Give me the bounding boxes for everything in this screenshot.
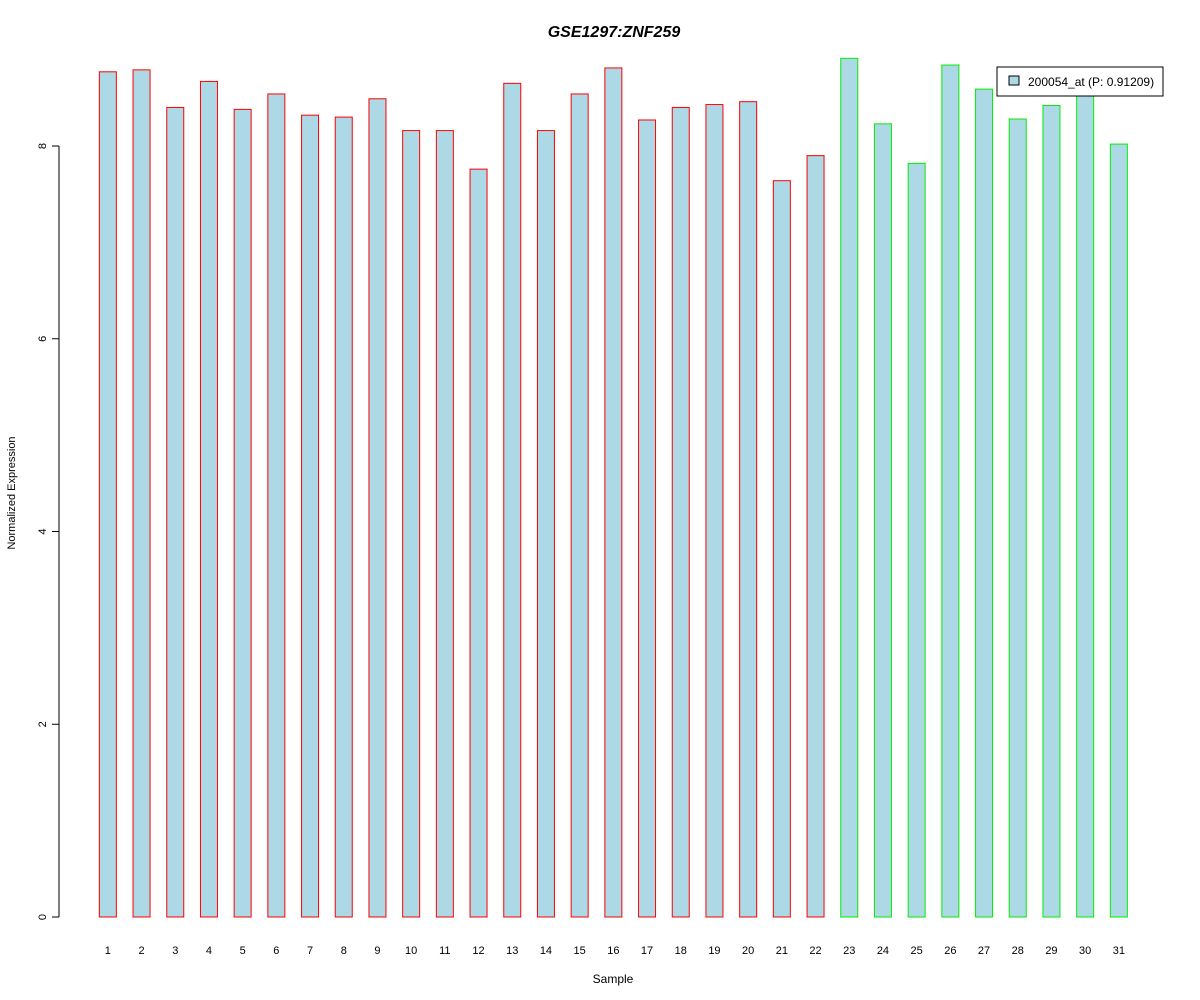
y-tick-label: 4 [37,528,49,534]
x-tick-label: 9 [374,945,380,957]
x-tick-labels: 1 2 3 4 5 6 7 8 9 10 11 12 13 14 15 16 17 18 19 20 21 22 23 24 2… [105,945,1125,957]
x-tick-label: 30 [1079,945,1091,957]
x-tick-label: 13 [506,945,518,957]
legend-box [996,66,1164,97]
bars-group [98,57,1128,918]
y-tick-label: 6 [37,336,49,342]
bar [907,162,926,918]
x-tick-label: 25 [911,945,923,957]
bar [469,168,488,918]
x-axis-label: Sample [593,972,634,986]
x-tick-label: 5 [240,945,246,957]
x-tick-label: 26 [944,945,956,957]
y-tick-label: 8 [37,143,49,149]
x-tick-label: 18 [675,945,687,957]
bar [1109,143,1128,918]
x-tick-label: 7 [307,945,313,957]
bar [604,67,623,918]
bar [739,101,758,918]
bar [570,93,589,918]
bar [975,88,994,918]
bar [806,155,825,918]
x-tick-label: 29 [1045,945,1057,957]
x-tick-label: 24 [877,945,889,957]
x-tick-label: 8 [341,945,347,957]
bar [301,114,320,918]
bar [98,71,117,918]
x-tick-label: 6 [273,945,279,957]
y-tick-label: 2 [37,721,49,727]
bar [536,130,555,918]
bar [638,119,657,918]
y-axis-label: Normalized Expression [6,436,18,549]
bar [402,130,421,918]
bar [840,57,859,918]
x-tick-label: 4 [206,945,212,957]
x-tick-label: 10 [405,945,417,957]
bar [772,180,791,918]
bar [503,82,522,918]
bar [1076,93,1095,918]
bar [705,104,724,918]
bar [873,123,892,918]
x-tick-label: 12 [472,945,484,957]
x-tick-label: 31 [1113,945,1125,957]
y-tick-label: 0 [37,914,49,920]
bar [233,108,252,918]
bar [132,69,151,918]
bar [334,116,353,918]
bar [1008,118,1027,918]
bar [199,80,218,918]
x-tick-label: 23 [843,945,855,957]
bar [368,98,387,918]
x-tick-label: 28 [1012,945,1024,957]
legend-swatch [1008,75,1020,86]
x-tick-label: 14 [540,945,552,957]
bar [671,106,690,918]
chart-title: GSE1297:ZNF259 [548,24,681,41]
bar [267,93,286,918]
bar [166,106,185,918]
x-tick-label: 16 [607,945,619,957]
x-tick-label: 20 [742,945,754,957]
x-tick-label: 21 [776,945,788,957]
legend-label: 200054_at (P: 0.91209) [1028,75,1154,89]
y-axis: 0 2 4 6 8 [37,143,60,920]
bar [941,64,960,918]
x-tick-label: 15 [574,945,586,957]
x-tick-label: 27 [978,945,990,957]
bar [435,130,454,918]
x-tick-label: 1 [105,945,111,957]
bar [1042,105,1061,918]
x-tick-label: 3 [172,945,178,957]
x-tick-label: 11 [439,945,450,957]
x-tick-label: 22 [809,945,821,957]
legend: 200054_at (P: 0.91209) [996,66,1164,97]
x-tick-label: 19 [708,945,720,957]
x-tick-label: 17 [641,945,653,957]
x-tick-label: 2 [138,945,144,957]
